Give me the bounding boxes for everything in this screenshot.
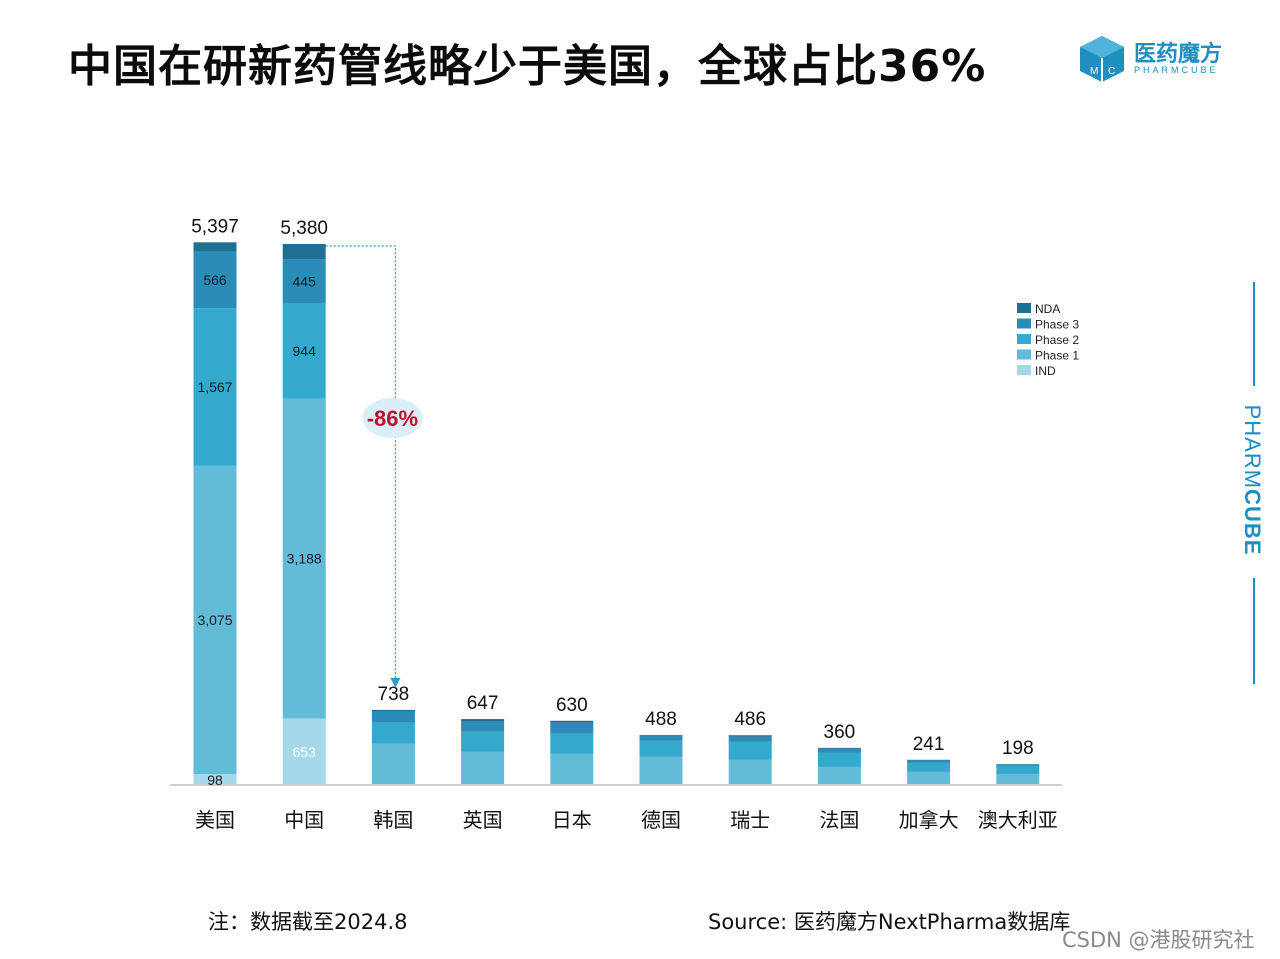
bar-segment-phase-1-1 [282, 398, 326, 719]
segment-label-phase-3-1: 445 [293, 273, 317, 289]
bar-segment-phase-1-6 [728, 759, 772, 784]
bar-segment-phase-1-2 [371, 743, 415, 784]
category-label-9: 澳大利亚 [978, 808, 1058, 832]
annotation-arrow-line [325, 245, 397, 680]
annotation-bubble [362, 398, 423, 438]
category-label-1: 中国 [284, 808, 324, 832]
total-label-3: 647 [467, 693, 499, 714]
bar-segment-phase-2-3 [461, 731, 505, 752]
bar-segment-phase-2-8 [907, 762, 951, 772]
category-label-6: 瑞士 [730, 808, 770, 832]
bar-segment-phase-1-5 [639, 756, 683, 784]
total-label-8: 241 [913, 734, 945, 755]
bar-segment-nda-6 [728, 735, 772, 737]
bar-segment-nda-7 [817, 747, 861, 749]
bar-segment-nda-1 [282, 244, 326, 260]
bar-segment-phase-1-0 [193, 465, 237, 775]
cube-logo-icon: M C [1080, 36, 1124, 82]
bar-segment-phase-1-7 [817, 766, 861, 784]
legend-label-phase-1: Phase 1 [1035, 349, 1079, 363]
bar-segment-phase-3-5 [639, 735, 683, 741]
legend-swatch-phase-1 [1017, 349, 1031, 360]
category-label-8: 加拿大 [899, 808, 959, 832]
brand-name-en: PHARMCUBE [1134, 65, 1219, 75]
bar-segment-ind-0 [193, 774, 237, 784]
segment-label-phase-2-0: 1,567 [197, 379, 232, 395]
logo-letter-c: C [1108, 66, 1115, 77]
legend-label-ind: IND [1035, 364, 1056, 378]
segment-label-ind-0: 98 [207, 772, 223, 788]
bar-segment-phase-2-6 [728, 741, 772, 760]
total-label-6: 486 [734, 709, 766, 730]
bar-segment-phase-2-4 [550, 733, 594, 754]
bar-segment-phase-1-3 [461, 751, 505, 784]
legend-label-nda: NDA [1035, 302, 1060, 316]
total-label-7: 360 [824, 722, 856, 743]
bar-segment-phase-3-4 [550, 722, 594, 734]
side-divider-bottom [1253, 578, 1255, 684]
segment-label-phase-3-0: 566 [203, 272, 227, 288]
segment-label-ind-1: 653 [293, 744, 317, 760]
bar-segment-phase-2-1 [282, 303, 326, 399]
bar-segment-phase-3-6 [728, 736, 772, 742]
category-label-4: 日本 [552, 808, 592, 832]
bar-segment-phase-1-4 [550, 753, 594, 784]
bar-segment-nda-5 [639, 735, 683, 736]
logo-letter-m: M [1090, 66, 1098, 77]
total-label-9: 198 [1002, 738, 1034, 759]
legend-label-phase-3: Phase 3 [1035, 318, 1079, 332]
bar-segment-phase-3-0 [193, 251, 237, 309]
segment-label-phase-1-0: 3,075 [197, 612, 232, 628]
annotation-arrow-head [390, 677, 401, 688]
brand-name-cn: 医药魔方 [1134, 42, 1223, 67]
bar-segment-phase-2-7 [817, 752, 861, 767]
bar-segment-phase-1-9 [996, 773, 1040, 784]
total-label-2: 738 [378, 684, 410, 705]
side-divider-top [1253, 282, 1255, 386]
brand-logo: M C 医药魔方 PHARMCUBE [1076, 34, 1246, 84]
legend-label-phase-2: Phase 2 [1035, 333, 1079, 347]
segment-label-phase-1-1: 3,188 [287, 550, 322, 566]
watermark-text: CSDN @港股研究社 [1062, 928, 1255, 952]
bar-segment-nda-4 [550, 720, 594, 723]
bar-segment-phase-2-0 [193, 308, 237, 466]
total-label-4: 630 [556, 695, 588, 716]
total-label-5: 488 [645, 709, 677, 730]
legend-swatch-ind [1017, 365, 1031, 375]
total-label-1: 5,380 [280, 218, 328, 239]
bar-segment-nda-0 [193, 242, 237, 252]
bar-segment-phase-3-8 [907, 760, 951, 763]
annotation-percent-label: -86% [367, 406, 418, 431]
bar-segment-phase-2-9 [996, 765, 1040, 774]
bar-segment-nda-8 [907, 759, 951, 761]
legend-swatch-phase-2 [1017, 334, 1031, 344]
legend-swatch-phase-3 [1017, 318, 1031, 329]
bar-segment-phase-2-2 [371, 722, 415, 744]
category-label-2: 韩国 [373, 808, 413, 832]
source-text: Source: 医药魔方NextPharma数据库 [708, 910, 1071, 934]
category-label-3: 英国 [463, 808, 503, 832]
legend-swatch-nda [1017, 303, 1031, 313]
category-label-7: 法国 [819, 808, 859, 832]
bar-segment-nda-2 [371, 709, 415, 712]
footnote: 注：数据截至2024.8 [208, 910, 408, 934]
bar-segment-ind-1 [282, 718, 326, 784]
page-title: 中国在研新药管线略少于美国，全球占比36% [68, 41, 987, 92]
bar-segment-nda-3 [461, 719, 505, 722]
segment-label-phase-2-1: 944 [293, 343, 317, 359]
bar-segment-phase-3-3 [461, 721, 505, 732]
category-label-5: 德国 [641, 808, 681, 832]
bar-segment-phase-3-1 [282, 259, 326, 304]
bar-segment-phase-2-5 [639, 740, 683, 757]
bar-segment-phase-3-7 [817, 748, 861, 753]
category-label-0: 美国 [195, 808, 235, 832]
bar-segment-phase-3-9 [996, 764, 1040, 766]
total-label-0: 5,397 [191, 216, 239, 237]
bar-segment-phase-1-8 [907, 771, 951, 784]
bar-segment-phase-3-2 [371, 711, 415, 723]
